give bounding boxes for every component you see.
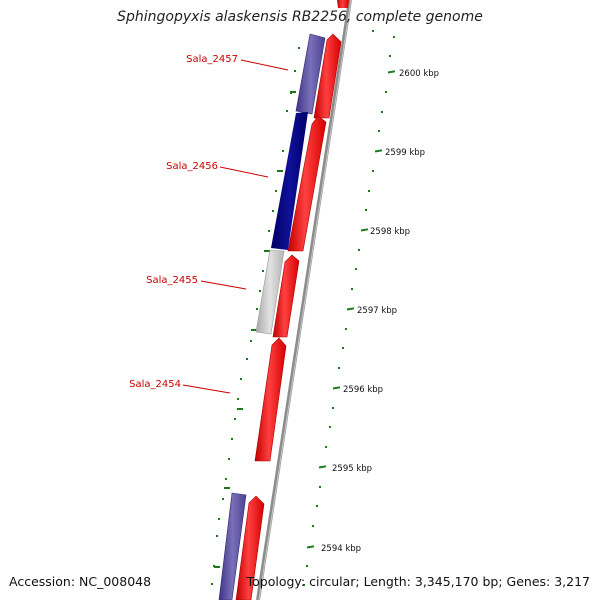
forward-strand-genes bbox=[235, 0, 349, 600]
label-leaders bbox=[182, 59, 289, 394]
gene-label[interactable]: Sala_2456 bbox=[166, 161, 218, 172]
gene-arrow-sala-2456-pair[interactable] bbox=[287, 115, 327, 252]
gene-label[interactable]: Sala_2455 bbox=[146, 275, 198, 286]
scale-label: 2599 kbp bbox=[385, 148, 425, 158]
genome-title: Sphingopyxis alaskensis RB2256, complete… bbox=[117, 9, 483, 25]
scale-labels: 2600 kbp 2599 kbp 2598 kbp 2597 kbp 2596… bbox=[321, 69, 439, 554]
scale-ticks bbox=[306, 70, 396, 549]
scale-label: 2594 kbp bbox=[321, 544, 361, 554]
gene-arrow-top[interactable] bbox=[337, 0, 349, 8]
gene-labels: Sala_2457 Sala_2456 Sala_2455 Sala_2454 bbox=[129, 54, 238, 390]
gene-label[interactable]: Sala_2454 bbox=[129, 379, 181, 390]
outer-dot-track bbox=[303, 30, 395, 586]
inner-scale-ticks bbox=[214, 91, 296, 568]
gene-arrow-sala-2455-pair[interactable] bbox=[272, 254, 300, 338]
topology-summary: Topology: circular; Length: 3,345,170 bp… bbox=[246, 574, 590, 589]
accession-text: Accession: NC_008048 bbox=[9, 574, 152, 589]
gene-arrow-sala-2457-pair[interactable] bbox=[313, 33, 342, 119]
scale-label: 2596 kbp bbox=[343, 385, 383, 395]
gene-arrow-sala-2454-pair[interactable] bbox=[254, 337, 287, 462]
gene-sala-2455[interactable] bbox=[255, 249, 285, 335]
scale-label: 2600 kbp bbox=[399, 69, 439, 79]
reverse-strand-genes bbox=[218, 33, 326, 600]
scale-label: 2597 kbp bbox=[357, 306, 397, 316]
gene-label[interactable]: Sala_2457 bbox=[186, 54, 238, 65]
genome-backbone bbox=[256, 0, 352, 600]
gene-sala-2457[interactable] bbox=[295, 33, 326, 115]
gene-sala-2456[interactable] bbox=[271, 112, 308, 250]
gene-arrow-bottom[interactable] bbox=[235, 495, 265, 600]
gene-bottom-reverse[interactable] bbox=[218, 492, 247, 600]
scale-label: 2598 kbp bbox=[370, 227, 410, 237]
scale-label: 2595 kbp bbox=[332, 464, 372, 474]
